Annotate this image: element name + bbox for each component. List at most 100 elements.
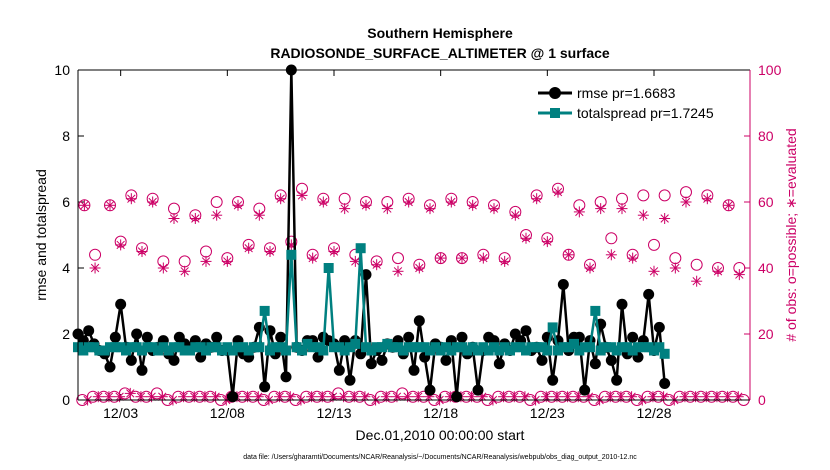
obs-evaluated-marker: [658, 391, 670, 403]
rmse-point: [403, 331, 415, 343]
obs-evaluated-marker: [264, 246, 276, 257]
x-tick-label: 12/18: [423, 405, 458, 421]
y-tick-label-right: 0: [758, 392, 766, 408]
obs-evaluated-marker: [573, 206, 585, 218]
obs-evaluated-marker: [445, 196, 457, 208]
totalspread-point: [494, 345, 505, 356]
rmse-point: [168, 354, 180, 366]
totalspread-point: [595, 345, 606, 356]
obs-evaluated-marker: [89, 262, 101, 274]
obs-evaluated-marker: [252, 391, 264, 403]
obs-evaluated-marker: [403, 196, 415, 208]
totalspread-point: [633, 342, 643, 353]
rmse-point: [440, 354, 452, 366]
y-tick-label-left: 8: [62, 128, 70, 144]
obs-evaluated-marker: [733, 269, 745, 281]
totalspread-point: [419, 342, 430, 353]
totalspread-point: [169, 342, 179, 353]
obs-evaluated-marker: [199, 391, 211, 403]
obs-evaluated-marker: [243, 242, 255, 254]
totalspread-point: [329, 342, 339, 353]
totalspread-point: [126, 342, 137, 353]
obs-evaluated-marker: [520, 232, 532, 244]
totalspread-point: [462, 345, 473, 356]
obs-evaluated-marker: [307, 252, 319, 264]
totalspread-point: [510, 342, 521, 353]
obs-evaluated-marker: [605, 249, 617, 261]
rmse-point: [109, 331, 121, 343]
totalspread-point: [441, 342, 451, 353]
totalspread-point: [478, 342, 489, 353]
rmse-point: [451, 391, 463, 403]
obs-evaluated-marker: [327, 391, 339, 403]
legend-label-rmse: rmse pr=1.6683: [577, 85, 676, 101]
totalspread-point: [409, 342, 419, 353]
obs-evaluated-marker: [466, 391, 478, 403]
rmse-point: [413, 315, 425, 327]
totalspread-point: [526, 342, 537, 353]
totalspread-point: [553, 345, 563, 356]
totalspread-point: [537, 342, 547, 353]
obs-evaluated-marker: [595, 203, 607, 215]
x-axis-label: Dec.01,2010 00:00:00 start: [356, 427, 525, 443]
obs-evaluated-marker: [168, 213, 180, 224]
obs-evaluated-marker: [371, 259, 383, 271]
totalspread-point: [83, 342, 94, 353]
totalspread-point: [654, 342, 665, 353]
obs-evaluated-marker: [146, 391, 158, 403]
obs-evaluated-marker: [531, 193, 543, 205]
obs-possible-marker: [690, 258, 703, 271]
totalspread-point: [323, 263, 334, 273]
totalspread-point: [211, 342, 222, 353]
rmse-point: [125, 354, 137, 366]
totalspread-point: [393, 342, 403, 353]
totalspread-point: [345, 342, 355, 353]
totalspread-point: [643, 342, 654, 353]
totalspread-point: [131, 342, 142, 353]
totalspread-point: [318, 345, 329, 356]
totalspread-point: [99, 345, 110, 356]
rmse-point: [365, 358, 377, 370]
totalspread-point: [142, 342, 153, 353]
totalspread-point: [206, 342, 217, 353]
totalspread-point: [190, 342, 201, 353]
obs-evaluated-marker: [124, 387, 136, 399]
obs-possible-marker: [658, 189, 671, 202]
y-tick-label-left: 4: [62, 260, 70, 276]
y-tick-label-right: 80: [758, 128, 774, 144]
y-tick-label-left: 10: [54, 62, 70, 78]
obs-evaluated-marker: [712, 265, 724, 277]
obs-evaluated-marker: [680, 196, 692, 208]
rmse-point: [616, 298, 628, 310]
totalspread-point: [222, 342, 233, 353]
y-tick-label-right: 20: [758, 326, 774, 342]
totalspread-point: [569, 338, 579, 349]
totalspread-point: [233, 342, 243, 353]
totalspread-point: [617, 342, 627, 353]
rmse-point: [131, 328, 143, 340]
totalspread-point: [430, 342, 441, 353]
totalspread-point: [563, 342, 574, 353]
obs-evaluated-marker: [339, 203, 351, 215]
totalspread-point: [307, 342, 318, 353]
obs-evaluated-marker: [78, 199, 90, 211]
rmse-point: [333, 364, 345, 376]
totalspread-point: [414, 342, 425, 353]
obs-evaluated-marker: [456, 252, 468, 264]
totalspread-point: [281, 345, 291, 356]
obs-evaluated-marker: [711, 391, 723, 403]
obs-evaluated-marker: [179, 265, 191, 277]
obs-evaluated-marker: [467, 199, 479, 211]
totalspread-point: [366, 345, 377, 356]
rmse-point: [408, 364, 420, 376]
obs-evaluated-marker: [701, 193, 713, 205]
obs-evaluated-marker: [221, 255, 233, 267]
obs-evaluated-marker: [563, 249, 575, 261]
totalspread-point: [467, 342, 478, 353]
y-tick-label-left: 6: [62, 194, 70, 210]
totalspread-point: [579, 342, 590, 353]
obs-evaluated-marker: [584, 262, 596, 274]
obs-evaluated-marker: [509, 209, 521, 221]
totalspread-point: [457, 342, 467, 353]
